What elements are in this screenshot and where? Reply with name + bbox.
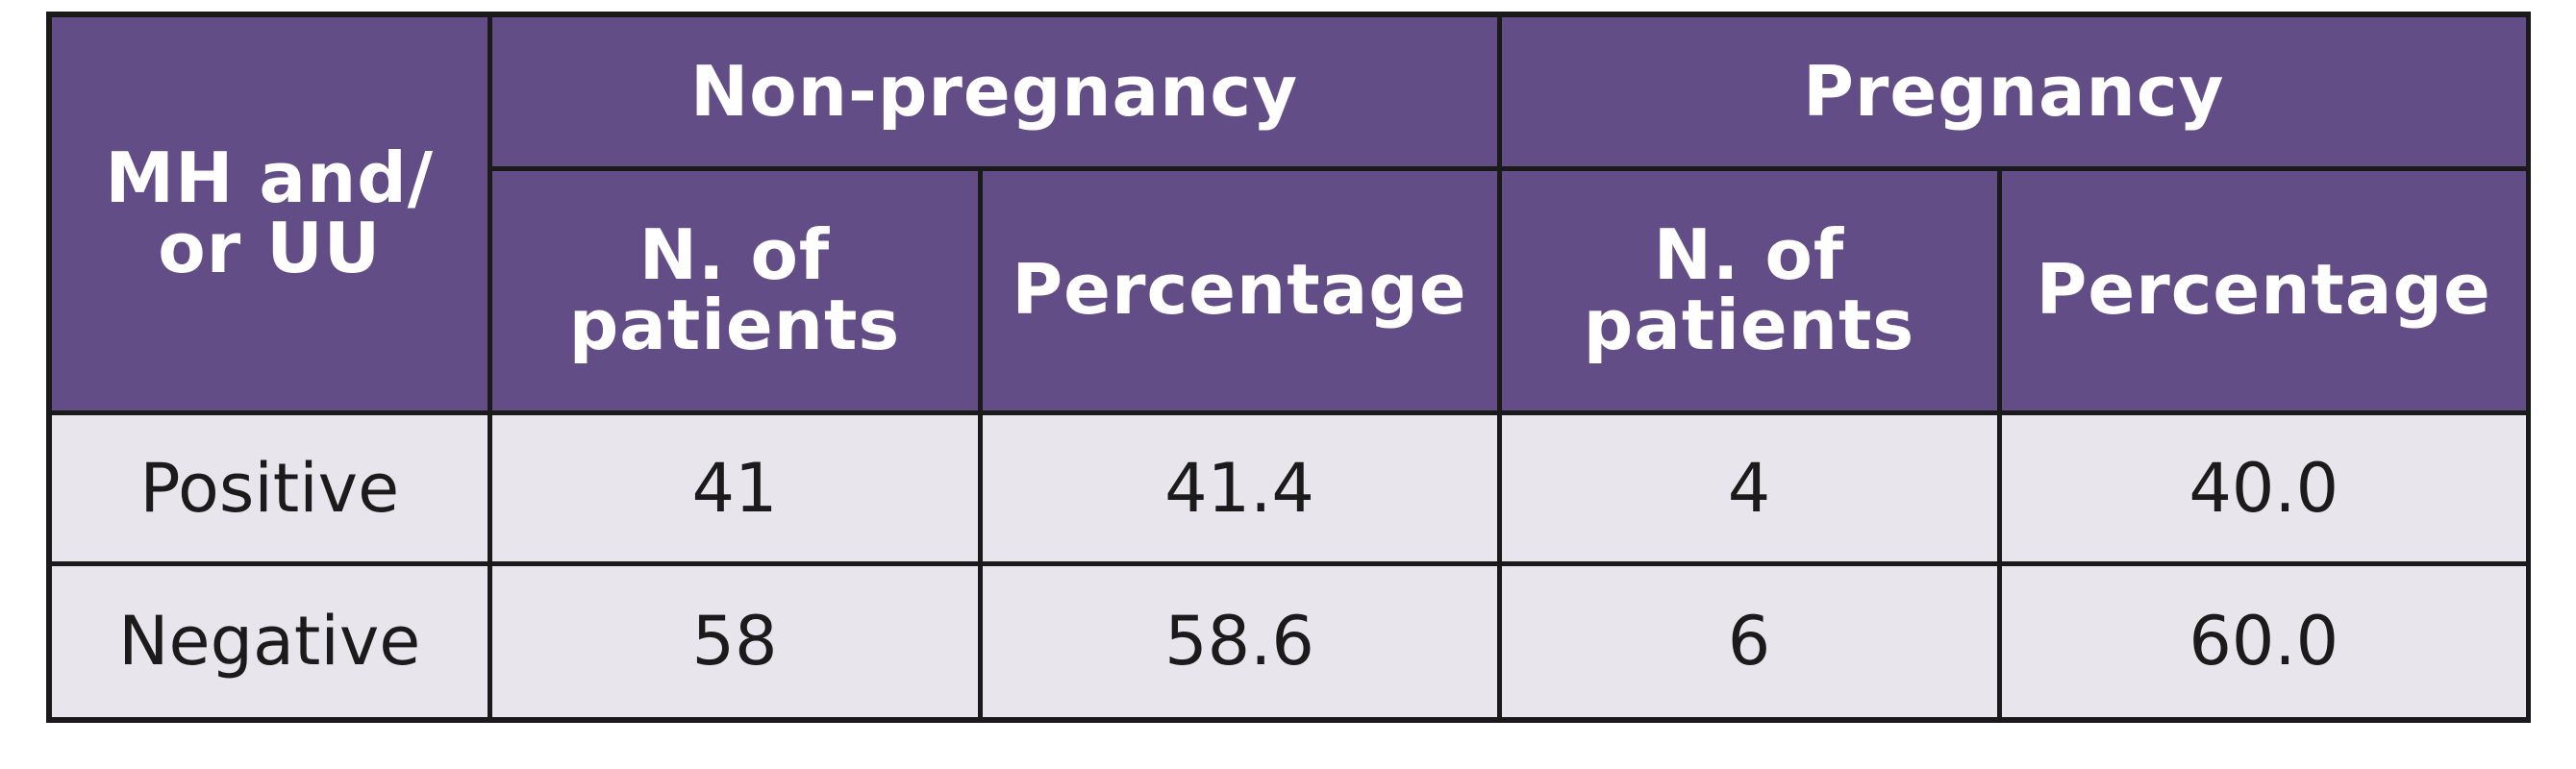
row-label: Positive bbox=[52, 409, 492, 566]
cell-pregnancy-count: 6 bbox=[1496, 560, 2002, 717]
table-row: Negative 58 58.6 6 60.0 bbox=[52, 560, 2526, 717]
table-row: Positive 41 41.4 4 40.0 bbox=[52, 409, 2526, 566]
subheader-count-line-1: N. of bbox=[1653, 213, 1845, 295]
group-header-pregnancy: Pregnancy bbox=[1496, 17, 2526, 171]
cell-non-pregnancy-percentage: 41.4 bbox=[977, 409, 1502, 566]
subheader-count-line-2: patients bbox=[568, 285, 901, 365]
subheader-pregnancy-percentage: Percentage bbox=[1996, 165, 2526, 415]
cell-pregnancy-count: 4 bbox=[1496, 409, 2002, 566]
corner-header: MH and/ or UU bbox=[52, 17, 492, 415]
subheader-non-pregnancy-percentage: Percentage bbox=[977, 165, 1502, 415]
subheader-pregnancy-count: N. of patients bbox=[1496, 165, 2002, 415]
data-table-frame: MH and/ or UU Non-pregnancy Pregnancy N.… bbox=[46, 12, 2531, 723]
subheader-count-line-1: N. of bbox=[638, 213, 831, 295]
corner-header-line-2: or UU bbox=[158, 208, 382, 289]
corner-header-line-1: MH and/ bbox=[105, 136, 435, 218]
row-label: Negative bbox=[52, 560, 492, 717]
data-table: MH and/ or UU Non-pregnancy Pregnancy N.… bbox=[52, 17, 2526, 717]
cell-non-pregnancy-count: 58 bbox=[487, 560, 983, 717]
cell-pregnancy-percentage: 60.0 bbox=[1996, 560, 2526, 717]
group-header-non-pregnancy: Non-pregnancy bbox=[487, 17, 1502, 171]
subheader-count-line-2: patients bbox=[1583, 285, 1915, 365]
cell-non-pregnancy-percentage: 58.6 bbox=[977, 560, 1502, 717]
cell-pregnancy-percentage: 40.0 bbox=[1996, 409, 2526, 566]
subheader-non-pregnancy-count: N. of patients bbox=[489, 165, 983, 415]
header-row-groups: MH and/ or UU Non-pregnancy Pregnancy bbox=[52, 17, 2526, 415]
cell-non-pregnancy-count: 41 bbox=[487, 409, 983, 566]
header-row-subheaders: N. of patients Percentage N. of patients… bbox=[52, 165, 2526, 415]
